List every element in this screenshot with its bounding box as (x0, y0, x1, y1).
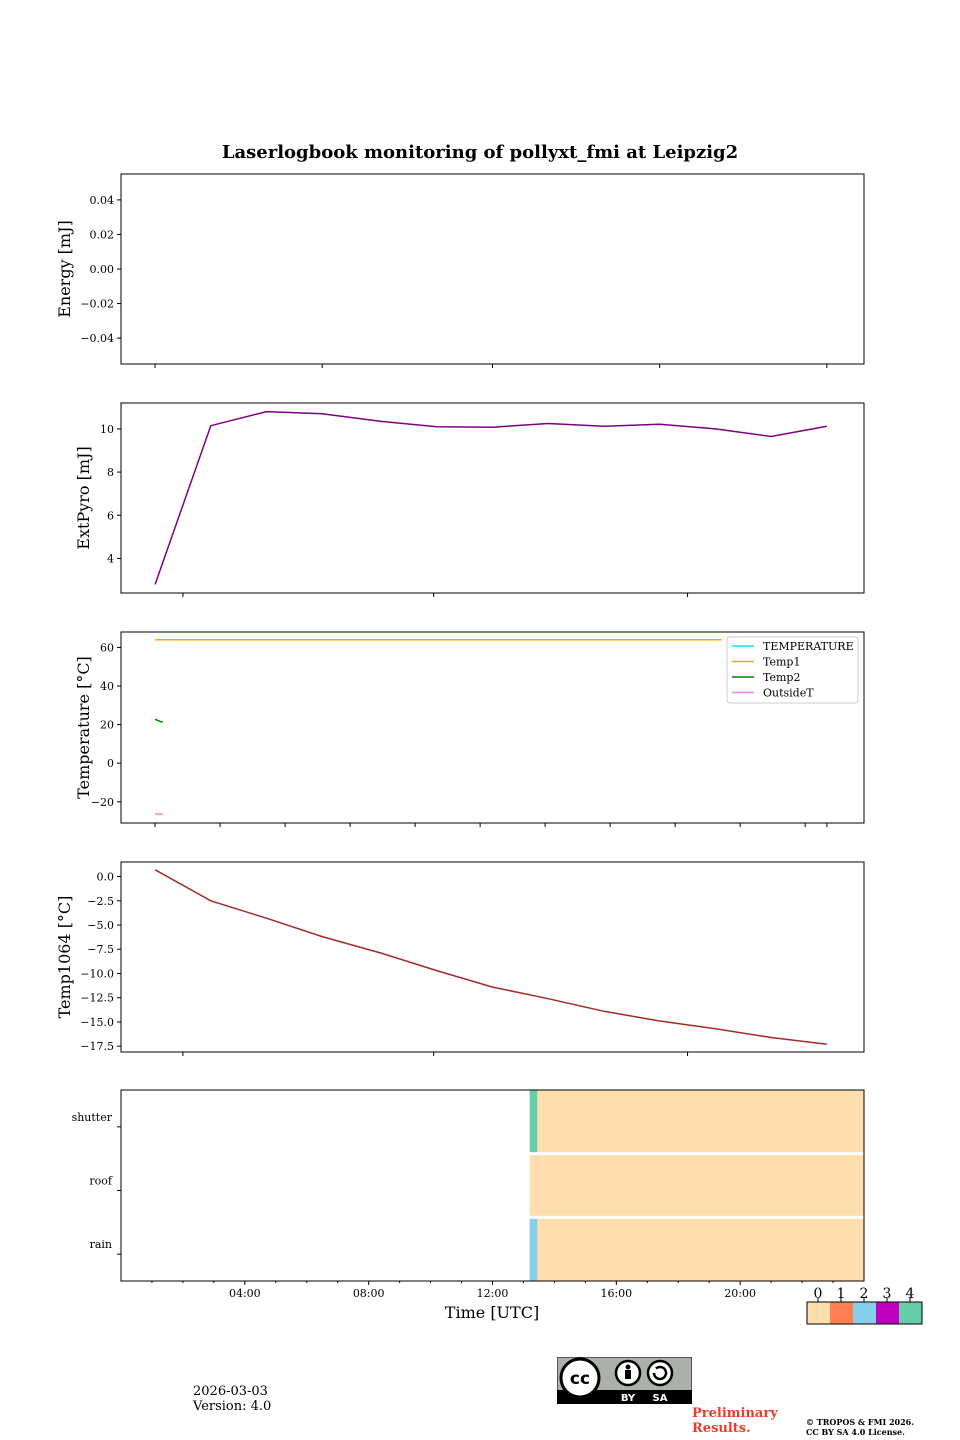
preliminary-line1: Preliminary (692, 1406, 778, 1421)
y-axis-label: Temperature [°C] (74, 656, 93, 799)
y-tick-label: −15.0 (80, 1016, 114, 1029)
legend-box (726, 636, 859, 704)
y-tick-label: −12.5 (80, 992, 114, 1005)
colorbar-swatch-1 (830, 1302, 853, 1324)
colorbar-frame (806, 1301, 923, 1325)
copyright-line2: CC BY SA 4.0 License. (806, 1427, 905, 1437)
y-axis-label: Energy [mJ] (55, 220, 74, 318)
y-tick-label: −0.04 (80, 332, 114, 345)
by-label: BY (621, 1393, 636, 1404)
x-axis-label: Time [UTC] (445, 1303, 539, 1322)
footer-info: 2026-03-03 Version: 4.0 (193, 1384, 271, 1414)
footer-version: Version: 4.0 (193, 1399, 272, 1414)
y-tick-label: 0.00 (90, 263, 115, 276)
axes-frame (120, 402, 865, 594)
legend-entry: OutsideT (763, 687, 814, 700)
legend: TEMPERATURE Temp1 Temp2 OutsideT (726, 636, 859, 704)
chart-title: Laserlogbook monitoring of pollyxt_fmi a… (222, 142, 738, 163)
preliminary-line2: Results. (692, 1421, 751, 1436)
row-label-shutter: shutter (72, 1111, 113, 1124)
axes-frame (120, 861, 865, 1053)
x-tick-label: 12:00 (477, 1287, 509, 1300)
axes-frame (120, 631, 865, 824)
y-tick-label: −0.02 (80, 298, 114, 311)
x-tick-label: 16:00 (600, 1287, 632, 1300)
colorbar-swatch-4 (899, 1302, 922, 1324)
x-tick-label: 20:00 (724, 1287, 756, 1300)
cc-license-badge: cc BY SA (557, 1357, 692, 1404)
status-cell-roof (529, 1155, 864, 1216)
y-axis-label: ExtPyro [mJ] (74, 446, 93, 549)
x-tick-label: 08:00 (353, 1287, 385, 1300)
row-label-roof: roof (89, 1175, 113, 1188)
y-tick-label: 0.02 (90, 228, 115, 241)
cc-icon (559, 1357, 601, 1399)
colorbar-swatch-3 (876, 1302, 899, 1324)
y-tick-label: 4 (107, 552, 114, 565)
x-tick-label: 04:00 (229, 1287, 261, 1300)
preliminary-note: Preliminary Results. (692, 1406, 778, 1436)
status-cell-rain (529, 1218, 538, 1281)
y-tick-label: 0 (107, 757, 114, 770)
axes-frame (120, 173, 865, 365)
y-tick-label: −10.0 (80, 967, 114, 980)
colorbar-label-3: 3 (883, 1286, 892, 1302)
y-tick-label: 20 (100, 719, 114, 732)
status-cell-shutter (537, 1090, 864, 1153)
colorbar-label-0: 0 (814, 1286, 823, 1302)
y-tick-label: −7.5 (87, 943, 114, 956)
legend-entry: Temp2 (763, 671, 800, 684)
panel-2: 10 8 6 4 ExtPyro [mJ] (74, 402, 865, 597)
series-line-temp1064 (154, 869, 827, 1045)
status-cell-shutter (529, 1090, 538, 1153)
y-tick-label: 0.04 (90, 194, 115, 207)
colorbar-swatch-2 (853, 1302, 876, 1324)
panel-1: 0.04 0.02 0.00 −0.02 −0.04 Energy [mJ] (55, 173, 865, 368)
y-axis-label: Temp1064 [°C] (55, 896, 74, 1019)
row-label-rain: rain (90, 1238, 112, 1251)
series-line-temp2 (154, 718, 164, 724)
y-tick-label: 0.0 (97, 871, 115, 884)
sa-icon (646, 1359, 674, 1387)
y-tick-label: −5.0 (87, 919, 114, 932)
y-tick-label: 60 (100, 641, 114, 654)
colorbar-label-4: 4 (906, 1286, 915, 1302)
colorbar-label-2: 2 (860, 1286, 869, 1302)
sa-label: SA (653, 1393, 668, 1404)
y-tick-label: 10 (100, 423, 114, 436)
copyright-note: © TROPOS & FMI 2026. CC BY SA 4.0 Licens… (806, 1417, 914, 1437)
legend-entry: TEMPERATURE (763, 640, 854, 653)
series-line-extpyro (154, 410, 828, 585)
y-tick-label: 40 (100, 680, 114, 693)
cc-icon-text: cc (570, 1369, 590, 1389)
footer-date: 2026-03-03 (193, 1384, 268, 1399)
y-tick-label: −20 (91, 796, 114, 809)
panel-5: shutter roof rain 04:00 08:00 12:00 16:00 20:00… (72, 1089, 923, 1325)
copyright-line1: © TROPOS & FMI 2026. (806, 1417, 915, 1427)
y-tick-label: 6 (107, 509, 114, 522)
y-tick-label: 8 (107, 466, 114, 479)
panel-4: 0.0 −2.5 −5.0 −7.5 −10.0 −12.5 −15.0 −17.5 Temp1… (55, 861, 865, 1056)
colorbar-swatch-0 (807, 1302, 830, 1324)
legend-entry: Temp1 (763, 656, 800, 669)
status-cell-rain (537, 1218, 864, 1281)
y-tick-label: −2.5 (87, 895, 114, 908)
y-tick-label: −17.5 (80, 1040, 114, 1053)
colorbar-label-1: 1 (837, 1286, 846, 1302)
